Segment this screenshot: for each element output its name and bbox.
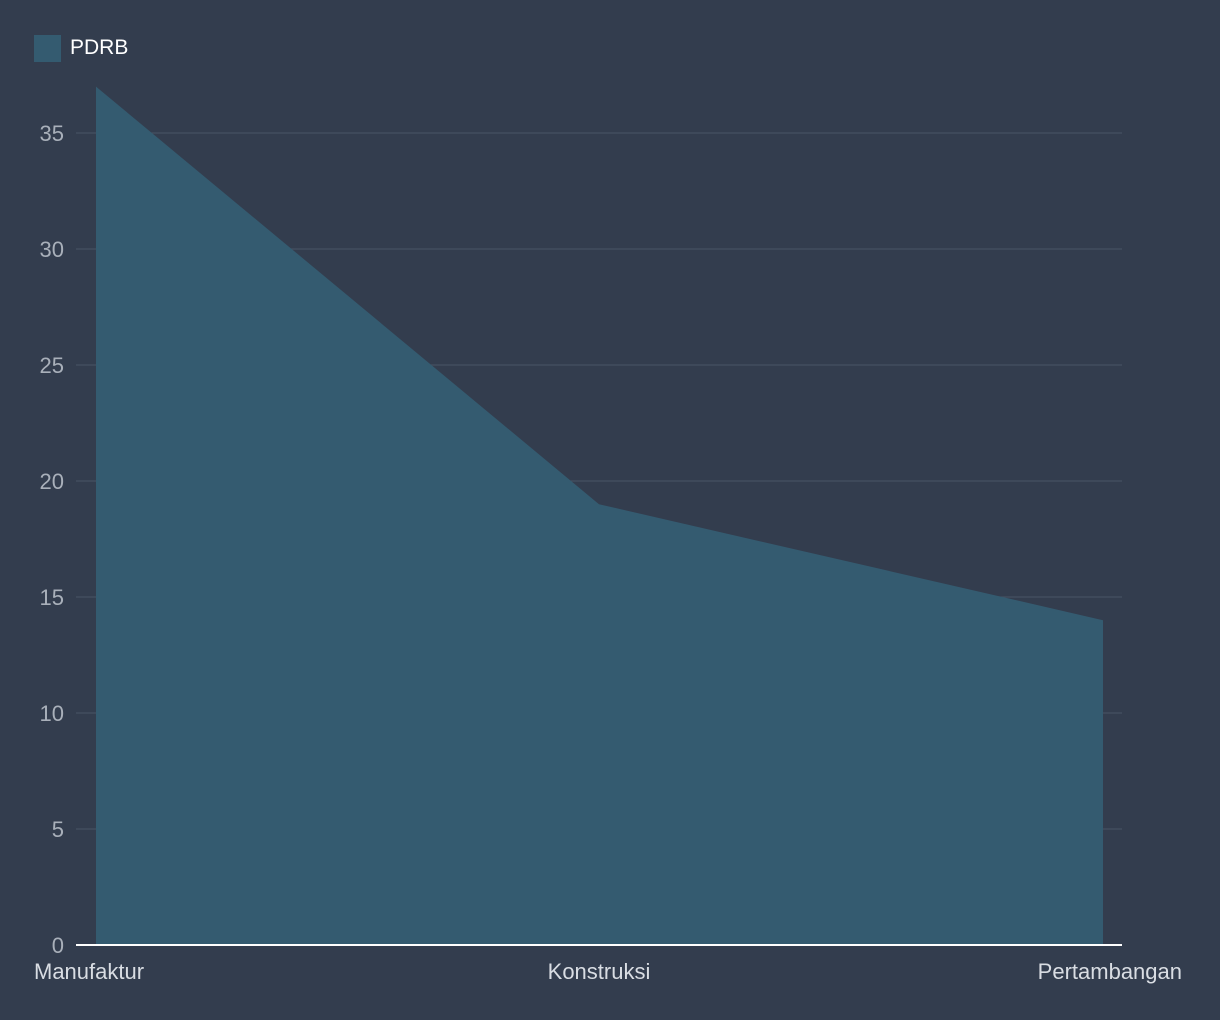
x-category-label-manufaktur: Manufaktur bbox=[34, 959, 144, 984]
x-category-label-pertambangan: Pertambangan bbox=[1038, 959, 1182, 984]
y-tick-label-5: 5 bbox=[52, 817, 64, 842]
y-tick-label-35: 35 bbox=[40, 121, 64, 146]
y-tick-label-25: 25 bbox=[40, 353, 64, 378]
y-tick-label-30: 30 bbox=[40, 237, 64, 262]
y-tick-label-10: 10 bbox=[40, 701, 64, 726]
x-category-label-konstruksi: Konstruksi bbox=[548, 959, 651, 984]
legend-swatch-pdrb bbox=[34, 34, 61, 62]
y-tick-label-0: 0 bbox=[52, 933, 64, 958]
legend: PDRB bbox=[34, 34, 128, 62]
y-tick-label-15: 15 bbox=[40, 585, 64, 610]
area-series-pdrb bbox=[96, 86, 1103, 946]
y-tick-label-20: 20 bbox=[40, 469, 64, 494]
legend-label-pdrb: PDRB bbox=[70, 36, 129, 59]
